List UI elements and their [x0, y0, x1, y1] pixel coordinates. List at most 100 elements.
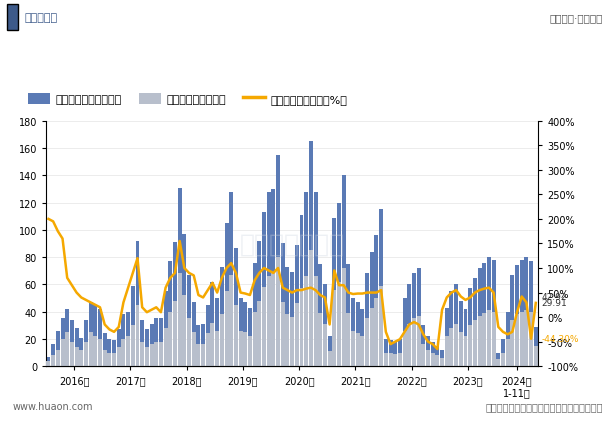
Bar: [487, 311, 491, 366]
Bar: [491, 260, 496, 366]
Bar: [300, 215, 303, 366]
Bar: [285, 267, 290, 366]
Bar: [234, 305, 238, 366]
Bar: [192, 332, 196, 366]
Bar: [267, 192, 271, 366]
Bar: [309, 142, 313, 366]
Bar: [440, 358, 444, 366]
Text: 专业严谨·客观科学: 专业严谨·客观科学: [549, 13, 603, 23]
Bar: [464, 309, 467, 366]
Bar: [496, 353, 500, 366]
Text: 2016-2024年11月西藏自治区房地产投资额及住宅投资额: 2016-2024年11月西藏自治区房地产投资额及住宅投资额: [151, 51, 464, 69]
Bar: [459, 332, 463, 366]
Bar: [435, 355, 439, 366]
Bar: [121, 339, 125, 366]
Bar: [464, 337, 467, 366]
Bar: [375, 236, 378, 366]
Bar: [121, 315, 125, 366]
Bar: [70, 320, 74, 366]
Bar: [135, 241, 140, 366]
Bar: [47, 357, 50, 366]
Bar: [98, 339, 102, 366]
Bar: [506, 312, 510, 366]
Bar: [262, 288, 266, 366]
Bar: [126, 337, 130, 366]
Bar: [351, 298, 355, 366]
Bar: [473, 278, 477, 366]
Bar: [281, 302, 285, 366]
Bar: [229, 192, 233, 366]
Bar: [346, 313, 351, 366]
Bar: [389, 353, 392, 366]
Bar: [300, 289, 303, 366]
Bar: [398, 339, 402, 366]
Bar: [215, 298, 219, 366]
Bar: [183, 296, 186, 366]
Bar: [173, 242, 177, 366]
Bar: [239, 298, 242, 366]
Bar: [140, 320, 144, 366]
Bar: [332, 290, 336, 366]
Bar: [515, 315, 519, 366]
Bar: [131, 286, 135, 366]
Bar: [126, 312, 130, 366]
Bar: [244, 302, 247, 366]
Bar: [398, 353, 402, 366]
Bar: [131, 325, 135, 366]
Bar: [403, 298, 407, 366]
Bar: [145, 347, 149, 366]
Bar: [79, 350, 83, 366]
Bar: [510, 275, 514, 366]
Bar: [154, 319, 158, 366]
Bar: [346, 264, 351, 366]
Bar: [178, 188, 181, 366]
Bar: [103, 350, 106, 366]
Text: 42.92: 42.92: [541, 292, 566, 301]
Bar: [89, 332, 93, 366]
Bar: [360, 309, 365, 366]
Bar: [379, 286, 383, 366]
Bar: [487, 257, 491, 366]
Bar: [183, 234, 186, 366]
Bar: [89, 302, 93, 366]
Bar: [393, 342, 397, 366]
Bar: [520, 260, 524, 366]
Bar: [187, 275, 191, 366]
Bar: [355, 302, 360, 366]
Bar: [309, 250, 313, 366]
Bar: [435, 346, 439, 366]
Bar: [74, 328, 79, 366]
Bar: [248, 308, 252, 366]
Bar: [416, 316, 421, 366]
Bar: [135, 305, 140, 366]
Bar: [468, 289, 472, 366]
Bar: [389, 340, 392, 366]
Bar: [98, 309, 102, 366]
Bar: [117, 347, 121, 366]
Bar: [430, 353, 435, 366]
Bar: [318, 264, 322, 366]
Bar: [149, 345, 154, 366]
Bar: [421, 325, 426, 366]
Bar: [496, 360, 500, 366]
Bar: [445, 337, 449, 366]
Bar: [328, 351, 331, 366]
Bar: [510, 320, 514, 366]
Bar: [169, 262, 172, 366]
Bar: [239, 331, 242, 366]
Text: 华经情报网: 华经情报网: [25, 13, 58, 23]
Bar: [196, 325, 200, 366]
Bar: [525, 311, 528, 366]
Bar: [534, 327, 538, 366]
Bar: [323, 285, 327, 366]
Bar: [337, 203, 341, 366]
Bar: [379, 210, 383, 366]
Bar: [520, 312, 524, 366]
Bar: [159, 319, 163, 366]
Bar: [201, 324, 205, 366]
Bar: [60, 339, 65, 366]
Bar: [304, 192, 308, 366]
Bar: [454, 324, 458, 366]
Text: 29.91: 29.91: [541, 298, 567, 307]
Bar: [370, 252, 374, 366]
